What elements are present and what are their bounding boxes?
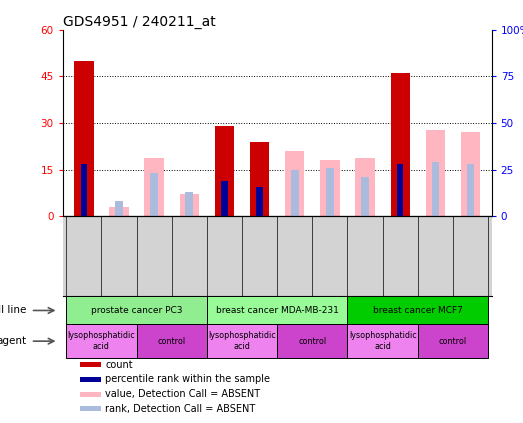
Bar (347, 297, 488, 324)
Text: cell line: cell line (0, 305, 26, 316)
Text: count: count (105, 360, 133, 370)
Bar (80, 392, 101, 397)
Bar (215, 126, 234, 217)
Bar (256, 187, 263, 217)
Bar (66, 324, 137, 358)
Bar (461, 132, 480, 217)
Text: lysophosphatidic
acid: lysophosphatidic acid (208, 332, 276, 351)
Bar (81, 164, 87, 217)
Bar (426, 130, 445, 217)
Bar (80, 407, 101, 412)
Bar (467, 164, 474, 217)
Bar (320, 160, 339, 217)
Bar (250, 142, 269, 217)
Bar (186, 192, 193, 217)
Text: percentile rank within the sample: percentile rank within the sample (105, 374, 270, 385)
Text: lysophosphatidic
acid: lysophosphatidic acid (67, 332, 135, 351)
Text: control: control (298, 337, 326, 346)
Bar (397, 164, 403, 217)
Bar (291, 170, 299, 217)
Text: rank, Detection Call = ABSENT: rank, Detection Call = ABSENT (105, 404, 255, 414)
Bar (80, 377, 101, 382)
Bar (137, 324, 207, 358)
Bar (144, 159, 164, 217)
Text: GDS4951 / 240211_at: GDS4951 / 240211_at (63, 14, 215, 29)
Bar (326, 168, 334, 217)
Text: control: control (439, 337, 467, 346)
Text: control: control (157, 337, 186, 346)
Bar (431, 162, 439, 217)
Bar (221, 181, 228, 217)
Bar (115, 201, 123, 217)
Bar (74, 61, 94, 217)
Text: breast cancer MDA-MB-231: breast cancer MDA-MB-231 (216, 306, 338, 315)
Bar (207, 297, 347, 324)
Text: breast cancer MCF7: breast cancer MCF7 (373, 306, 463, 315)
Text: prostate cancer PC3: prostate cancer PC3 (91, 306, 183, 315)
Text: value, Detection Call = ABSENT: value, Detection Call = ABSENT (105, 389, 260, 399)
Bar (285, 151, 304, 217)
Bar (207, 324, 277, 358)
Bar (179, 194, 199, 217)
Bar (150, 173, 158, 217)
Bar (66, 297, 207, 324)
Bar (418, 324, 488, 358)
Bar (391, 73, 410, 217)
Bar (356, 159, 375, 217)
Bar (277, 324, 347, 358)
Bar (347, 324, 418, 358)
Text: agent: agent (0, 336, 26, 346)
Bar (109, 207, 129, 217)
Text: lysophosphatidic
acid: lysophosphatidic acid (349, 332, 416, 351)
Bar (221, 175, 229, 217)
Bar (361, 177, 369, 217)
Bar (80, 362, 101, 367)
